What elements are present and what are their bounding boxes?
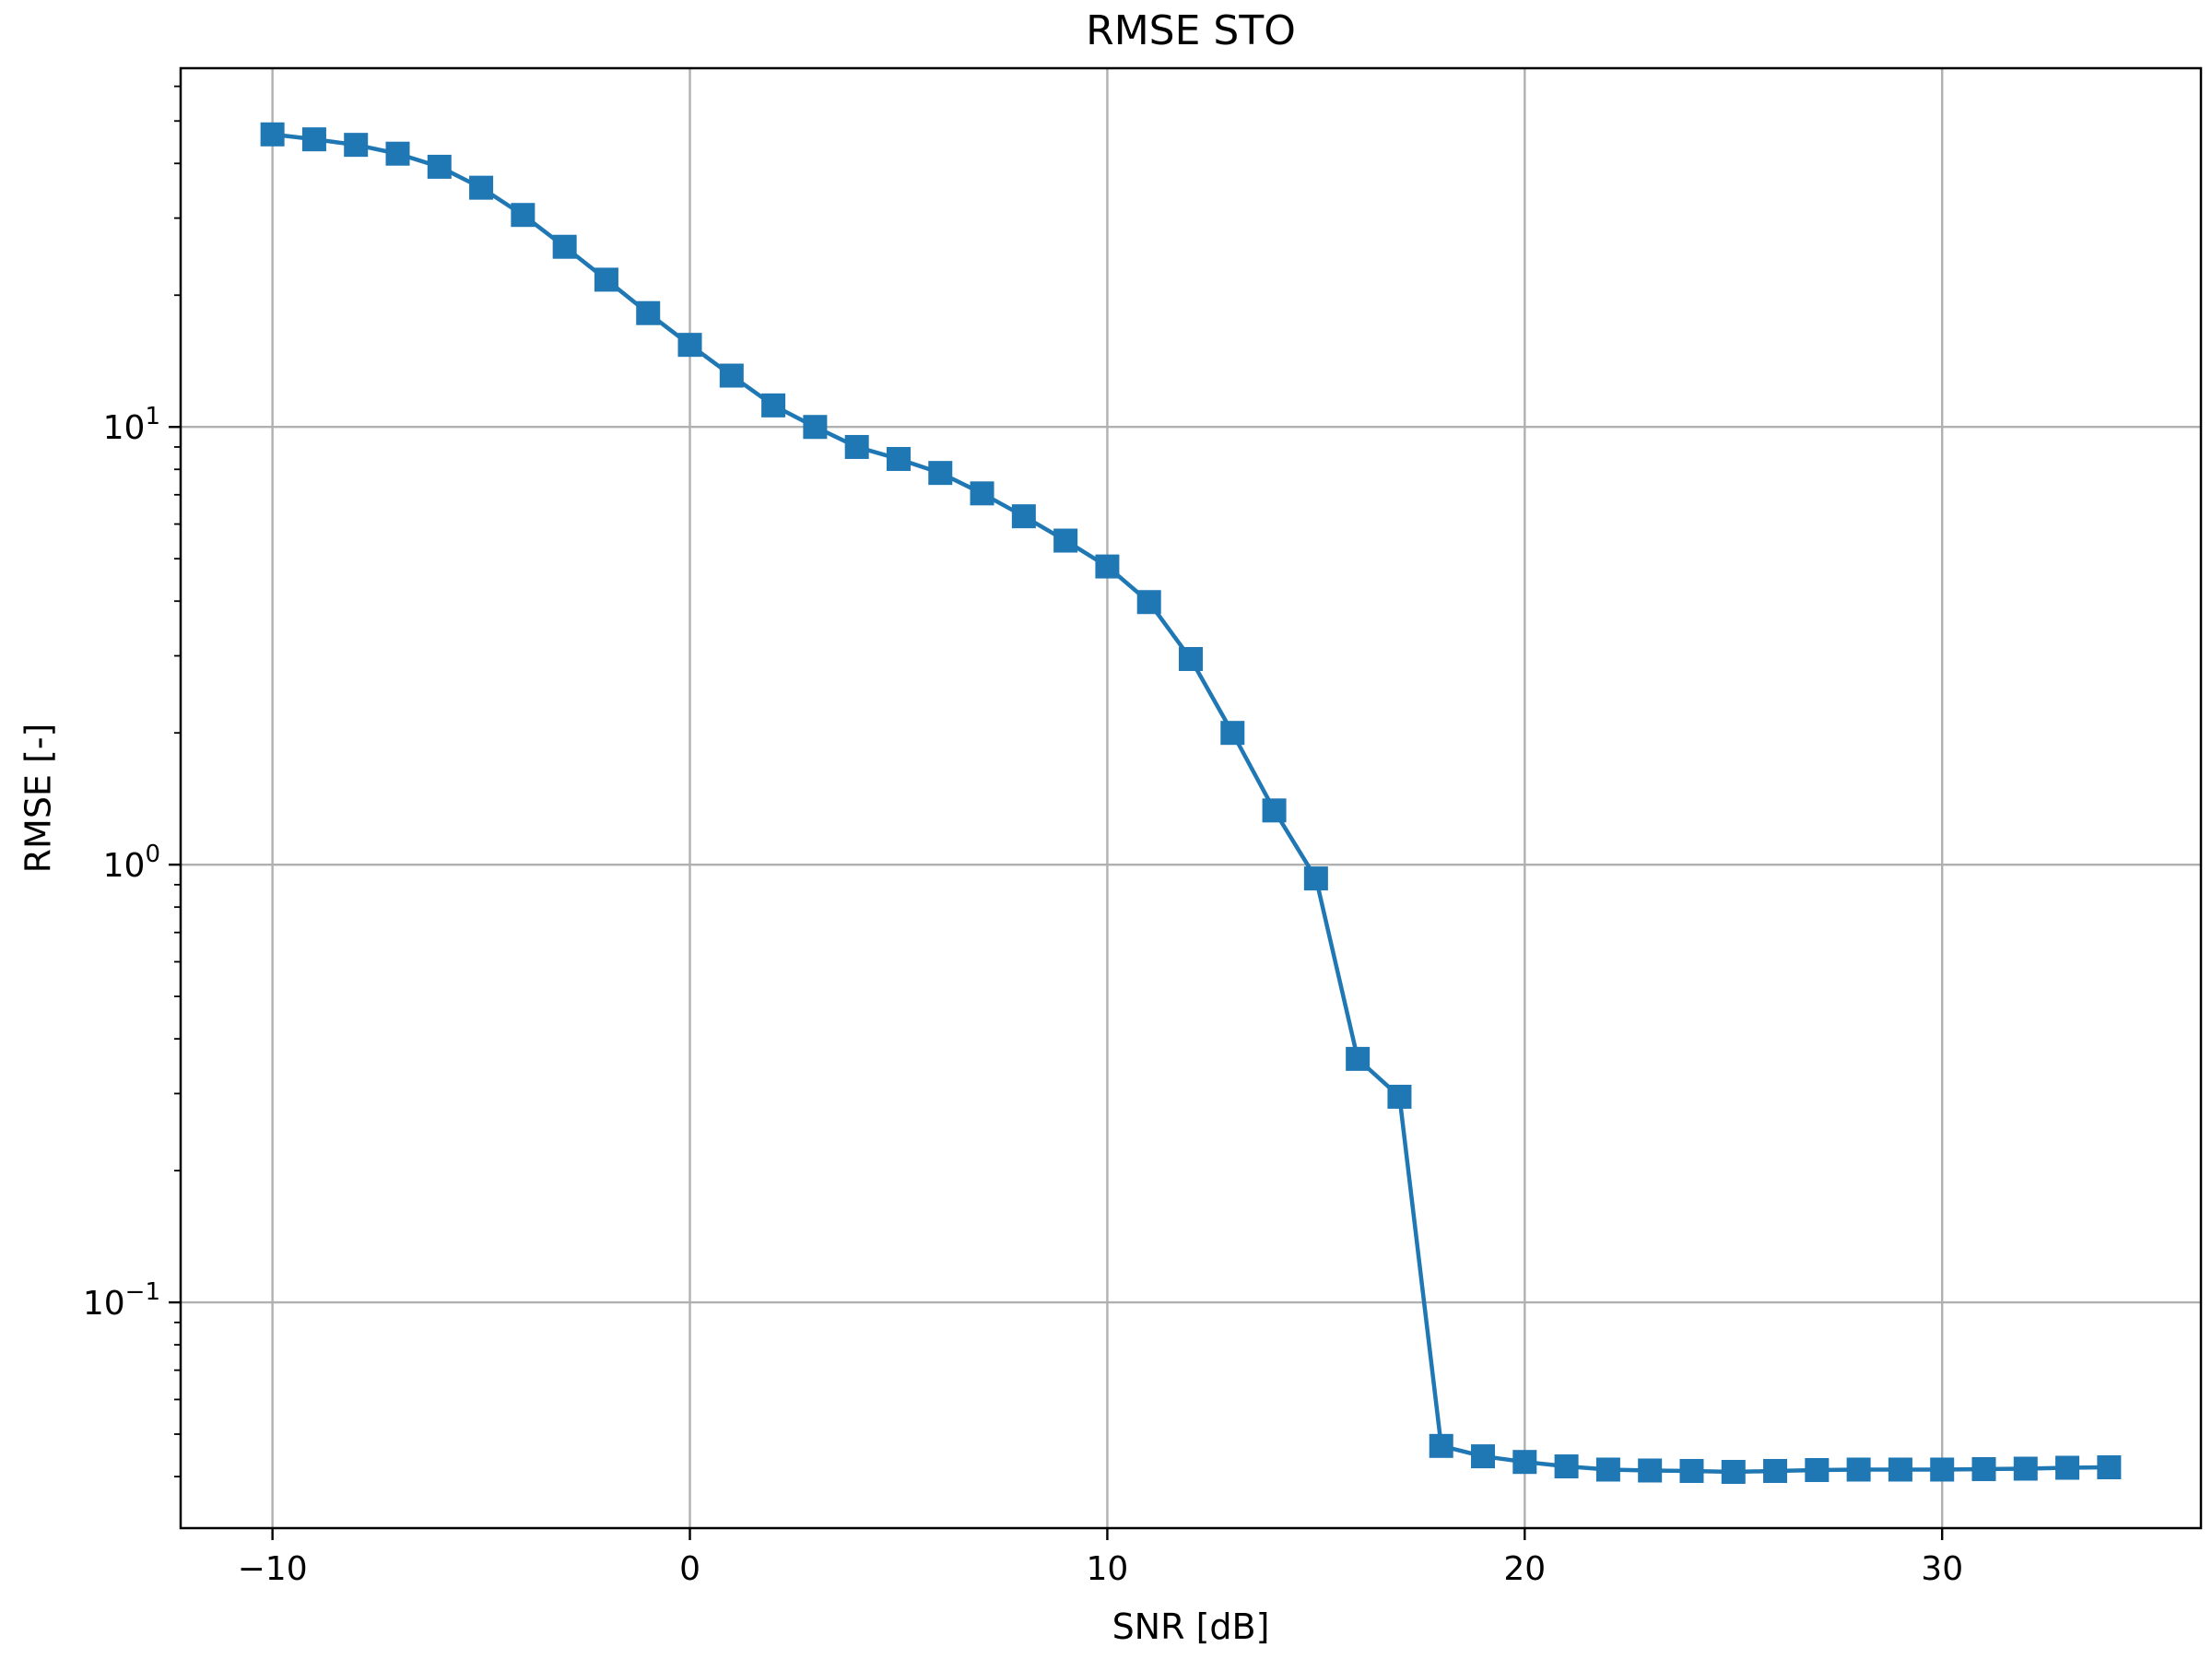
data-point-marker — [385, 141, 410, 166]
data-point-marker — [1303, 866, 1328, 891]
data-point-marker — [1429, 1433, 1453, 1458]
data-point-marker — [594, 267, 618, 292]
data-point-marker — [1679, 1458, 1704, 1483]
data-point-marker — [761, 393, 786, 418]
x-tick-label: 20 — [1503, 1550, 1546, 1588]
data-point-marker — [2097, 1455, 2122, 1480]
data-point-marker — [1220, 721, 1245, 746]
x-tick-label: 0 — [679, 1550, 700, 1588]
y-axis-label: RMSE [-] — [18, 724, 59, 874]
data-point-marker — [719, 363, 744, 388]
data-point-marker — [636, 300, 661, 325]
data-point-marker — [344, 133, 369, 158]
data-point-marker — [1595, 1457, 1620, 1482]
y-tick-label-exponent: −1 — [125, 1278, 160, 1306]
data-point-marker — [552, 234, 577, 259]
data-point-marker — [970, 481, 994, 506]
y-tick-label: 101 — [103, 403, 160, 447]
y-tick-label: 10−1 — [83, 1278, 160, 1323]
data-point-marker — [260, 122, 285, 147]
data-point-marker — [886, 446, 911, 471]
data-point-marker — [2013, 1456, 2038, 1481]
data-point-marker — [469, 175, 494, 200]
chart-title: RMSE STO — [1086, 7, 1296, 54]
data-point-marker — [803, 415, 828, 440]
data-point-marker — [1638, 1458, 1663, 1483]
data-point-marker — [427, 154, 452, 179]
y-tick-label-base: 10 — [103, 409, 146, 447]
y-tick-label: 100 — [103, 841, 160, 885]
x-axis-label: SNR [dB] — [1112, 1606, 1270, 1647]
series-layer — [260, 122, 2122, 1484]
data-point-marker — [1011, 504, 1036, 529]
data-point-marker — [1387, 1084, 1412, 1109]
data-point-marker — [1888, 1457, 1912, 1482]
data-point-marker — [1262, 798, 1287, 823]
data-point-marker — [1805, 1457, 1830, 1482]
data-point-marker — [1554, 1454, 1579, 1479]
data-point-marker — [1346, 1046, 1371, 1071]
data-point-marker — [1179, 647, 1203, 672]
y-tick-label-exponent: 1 — [145, 403, 160, 430]
data-point-marker — [301, 127, 326, 152]
y-tick-label-base: 10 — [83, 1285, 125, 1323]
data-point-marker — [677, 333, 702, 358]
data-point-marker — [1095, 554, 1120, 579]
x-tick-label: 10 — [1087, 1550, 1129, 1588]
data-point-marker — [844, 434, 869, 459]
grid-lines — [181, 68, 2201, 1528]
x-tick-label: −10 — [238, 1550, 308, 1588]
y-tick-label-base: 10 — [103, 847, 146, 885]
data-point-marker — [1721, 1459, 1746, 1484]
y-tick-label-exponent: 0 — [145, 841, 160, 868]
data-point-marker — [1763, 1458, 1788, 1483]
data-point-marker — [1971, 1456, 1996, 1481]
data-point-marker — [1512, 1450, 1537, 1475]
x-tick-label: 30 — [1921, 1550, 1963, 1588]
data-point-marker — [1471, 1444, 1496, 1469]
data-point-marker — [1053, 528, 1078, 553]
data-point-marker — [1136, 590, 1161, 615]
plot-area-frame — [179, 66, 2203, 1530]
data-point-marker — [928, 461, 953, 486]
data-point-marker — [1846, 1457, 1871, 1482]
data-point-marker — [1930, 1457, 1955, 1482]
data-point-marker — [2055, 1455, 2080, 1480]
data-point-marker — [511, 203, 535, 228]
